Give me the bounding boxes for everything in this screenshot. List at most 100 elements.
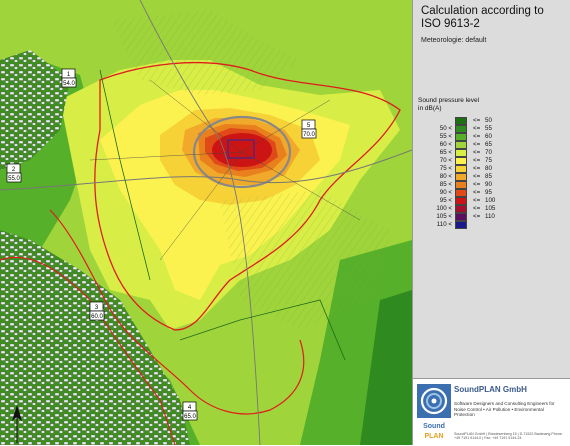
legend-row: 50 < <= 55 <box>423 125 543 133</box>
residential-area-west <box>0 50 70 170</box>
residential-area-southwest <box>0 230 190 445</box>
company-address: SoundPLAN GmbH | Etzwiesenberg 15 | D-71… <box>454 432 563 441</box>
receiver-point-2: 2 55.0 <box>6 163 22 183</box>
legend-range-label: 95 < <box>439 197 452 204</box>
legend-row: 60 < <= 65 <box>423 141 543 149</box>
map-title: Calculation according to ISO 9613-2 <box>421 5 544 31</box>
legend-le-symbol: <= <box>473 213 481 220</box>
legend-range-label: 60 < <box>439 141 452 148</box>
legend-panel: Calculation according to ISO 9613-2 Mete… <box>412 0 570 446</box>
legend-le-symbol: <= <box>473 165 481 172</box>
legend-range-label: 55 < <box>439 133 452 140</box>
company-name: SoundPLAN GmbH <box>454 385 527 394</box>
legend-value-label: 70 <box>485 149 492 156</box>
noise-map-canvas: 1 54.0 2 55.0 3 60.0 4 65.0 <box>0 0 412 445</box>
legend-range-label: 65 < <box>439 149 452 156</box>
legend-value-label: 105 <box>485 205 496 212</box>
receiver-1-value: 54.0 <box>63 81 75 87</box>
legend-heading-line2: in dB(A) <box>418 105 442 112</box>
legend-row: 55 < <= 60 <box>423 133 543 141</box>
map-title-line2: ISO 9613-2 <box>421 18 480 30</box>
legend-swatch <box>455 189 467 197</box>
hatched-area-north <box>110 10 300 95</box>
contour-line-60 <box>49 209 305 415</box>
legend-swatch <box>455 149 467 157</box>
soundplan-logo-icon: Sound PLAN <box>417 384 451 440</box>
legend-range-label: 75 < <box>439 165 452 172</box>
legend-le-symbol: <= <box>473 181 481 188</box>
stadium-pitch <box>227 139 255 159</box>
legend-range-label: 80 < <box>439 173 452 180</box>
area-boundary <box>99 69 346 361</box>
legend-le-symbol: <= <box>473 157 481 164</box>
legend-row: 65 < <= 70 <box>423 149 543 157</box>
north-arrow-icon <box>12 405 22 443</box>
svg-text:Sound: Sound <box>423 423 445 430</box>
legend-swatch <box>455 205 467 213</box>
map-title-line1: Calculation according to <box>421 5 544 17</box>
receiver-point-3: 3 60.0 <box>89 301 105 321</box>
receiver-3-value: 60.0 <box>91 314 103 320</box>
legend-swatch <box>455 221 467 229</box>
legend-value-label: 95 <box>485 189 492 196</box>
receiver-1-id: 1 <box>67 72 71 78</box>
receiver-point-1: 1 54.0 <box>61 68 77 88</box>
legend-value-label: 75 <box>485 157 492 164</box>
legend-row: 80 < <= 85 <box>423 173 543 181</box>
svg-text:PLAN: PLAN <box>424 433 443 440</box>
legend-value-label: 90 <box>485 181 492 188</box>
legend-le-symbol: <= <box>473 133 481 140</box>
legend-row: 90 < <= 95 <box>423 189 543 197</box>
legend-le-symbol: <= <box>473 117 481 124</box>
legend-swatch <box>455 117 467 125</box>
legend-value-label: 80 <box>485 165 492 172</box>
legend-row: 75 < <= 80 <box>423 165 543 173</box>
legend-le-symbol: <= <box>473 149 481 156</box>
receiver-2-value: 55.0 <box>8 176 20 182</box>
company-block: Sound PLAN SoundPLAN GmbH Software Desig… <box>413 378 570 446</box>
legend-le-symbol: <= <box>473 173 481 180</box>
road-main <box>0 149 412 191</box>
legend-range-label: 100 < <box>436 205 452 212</box>
receiver-point-5: 5 70.0 <box>301 119 317 139</box>
legend-value-label: 50 <box>485 117 492 124</box>
hatched-area-south <box>220 190 390 330</box>
legend-heading-line1: Sound pressure level <box>418 97 480 104</box>
legend-row: 100 < <= 105 <box>423 205 543 213</box>
legend-swatch <box>455 165 467 173</box>
legend-row: 105 < <= 110 <box>423 213 543 221</box>
legend-swatch <box>455 157 467 165</box>
receiver-point-4: 4 65.0 <box>182 401 198 421</box>
legend-range-label: 110 < <box>436 221 452 228</box>
legend-swatch <box>455 213 467 221</box>
noise-legend: <= 50 50 < <= 55 55 < <= 60 60 < <= 65 65 < <= 70 70 <… <box>423 117 543 229</box>
legend-le-symbol: <= <box>473 189 481 196</box>
legend-value-label: 100 <box>485 197 496 204</box>
company-tagline: Software Designers and Consulting Engine… <box>454 401 555 417</box>
legend-le-symbol: <= <box>473 197 481 204</box>
legend-row: 95 < <= 100 <box>423 197 543 205</box>
legend-range-label: 90 < <box>439 189 452 196</box>
noise-zone-95-100 <box>212 133 272 167</box>
road-rays <box>89 79 361 261</box>
legend-row: 85 < <= 90 <box>423 181 543 189</box>
legend-row: <= 50 <box>423 117 543 125</box>
legend-row: 110 < <box>423 221 543 229</box>
legend-row: 70 < <= 75 <box>423 157 543 165</box>
legend-range-label: 50 < <box>439 125 452 132</box>
legend-le-symbol: <= <box>473 125 481 132</box>
legend-value-label: 60 <box>485 133 492 140</box>
legend-value-label: 85 <box>485 173 492 180</box>
legend-swatch <box>455 133 467 141</box>
receiver-5-id: 5 <box>307 123 311 129</box>
legend-le-symbol: <= <box>473 141 481 148</box>
contour-line-55 <box>0 256 176 445</box>
legend-le-symbol: <= <box>473 205 481 212</box>
legend-value-label: 55 <box>485 125 492 132</box>
legend-swatch <box>455 197 467 205</box>
legend-range-label: 70 < <box>439 157 452 164</box>
receiver-4-value: 65.0 <box>184 414 196 420</box>
legend-swatch <box>455 141 467 149</box>
receiver-5-value: 70.0 <box>303 132 315 138</box>
